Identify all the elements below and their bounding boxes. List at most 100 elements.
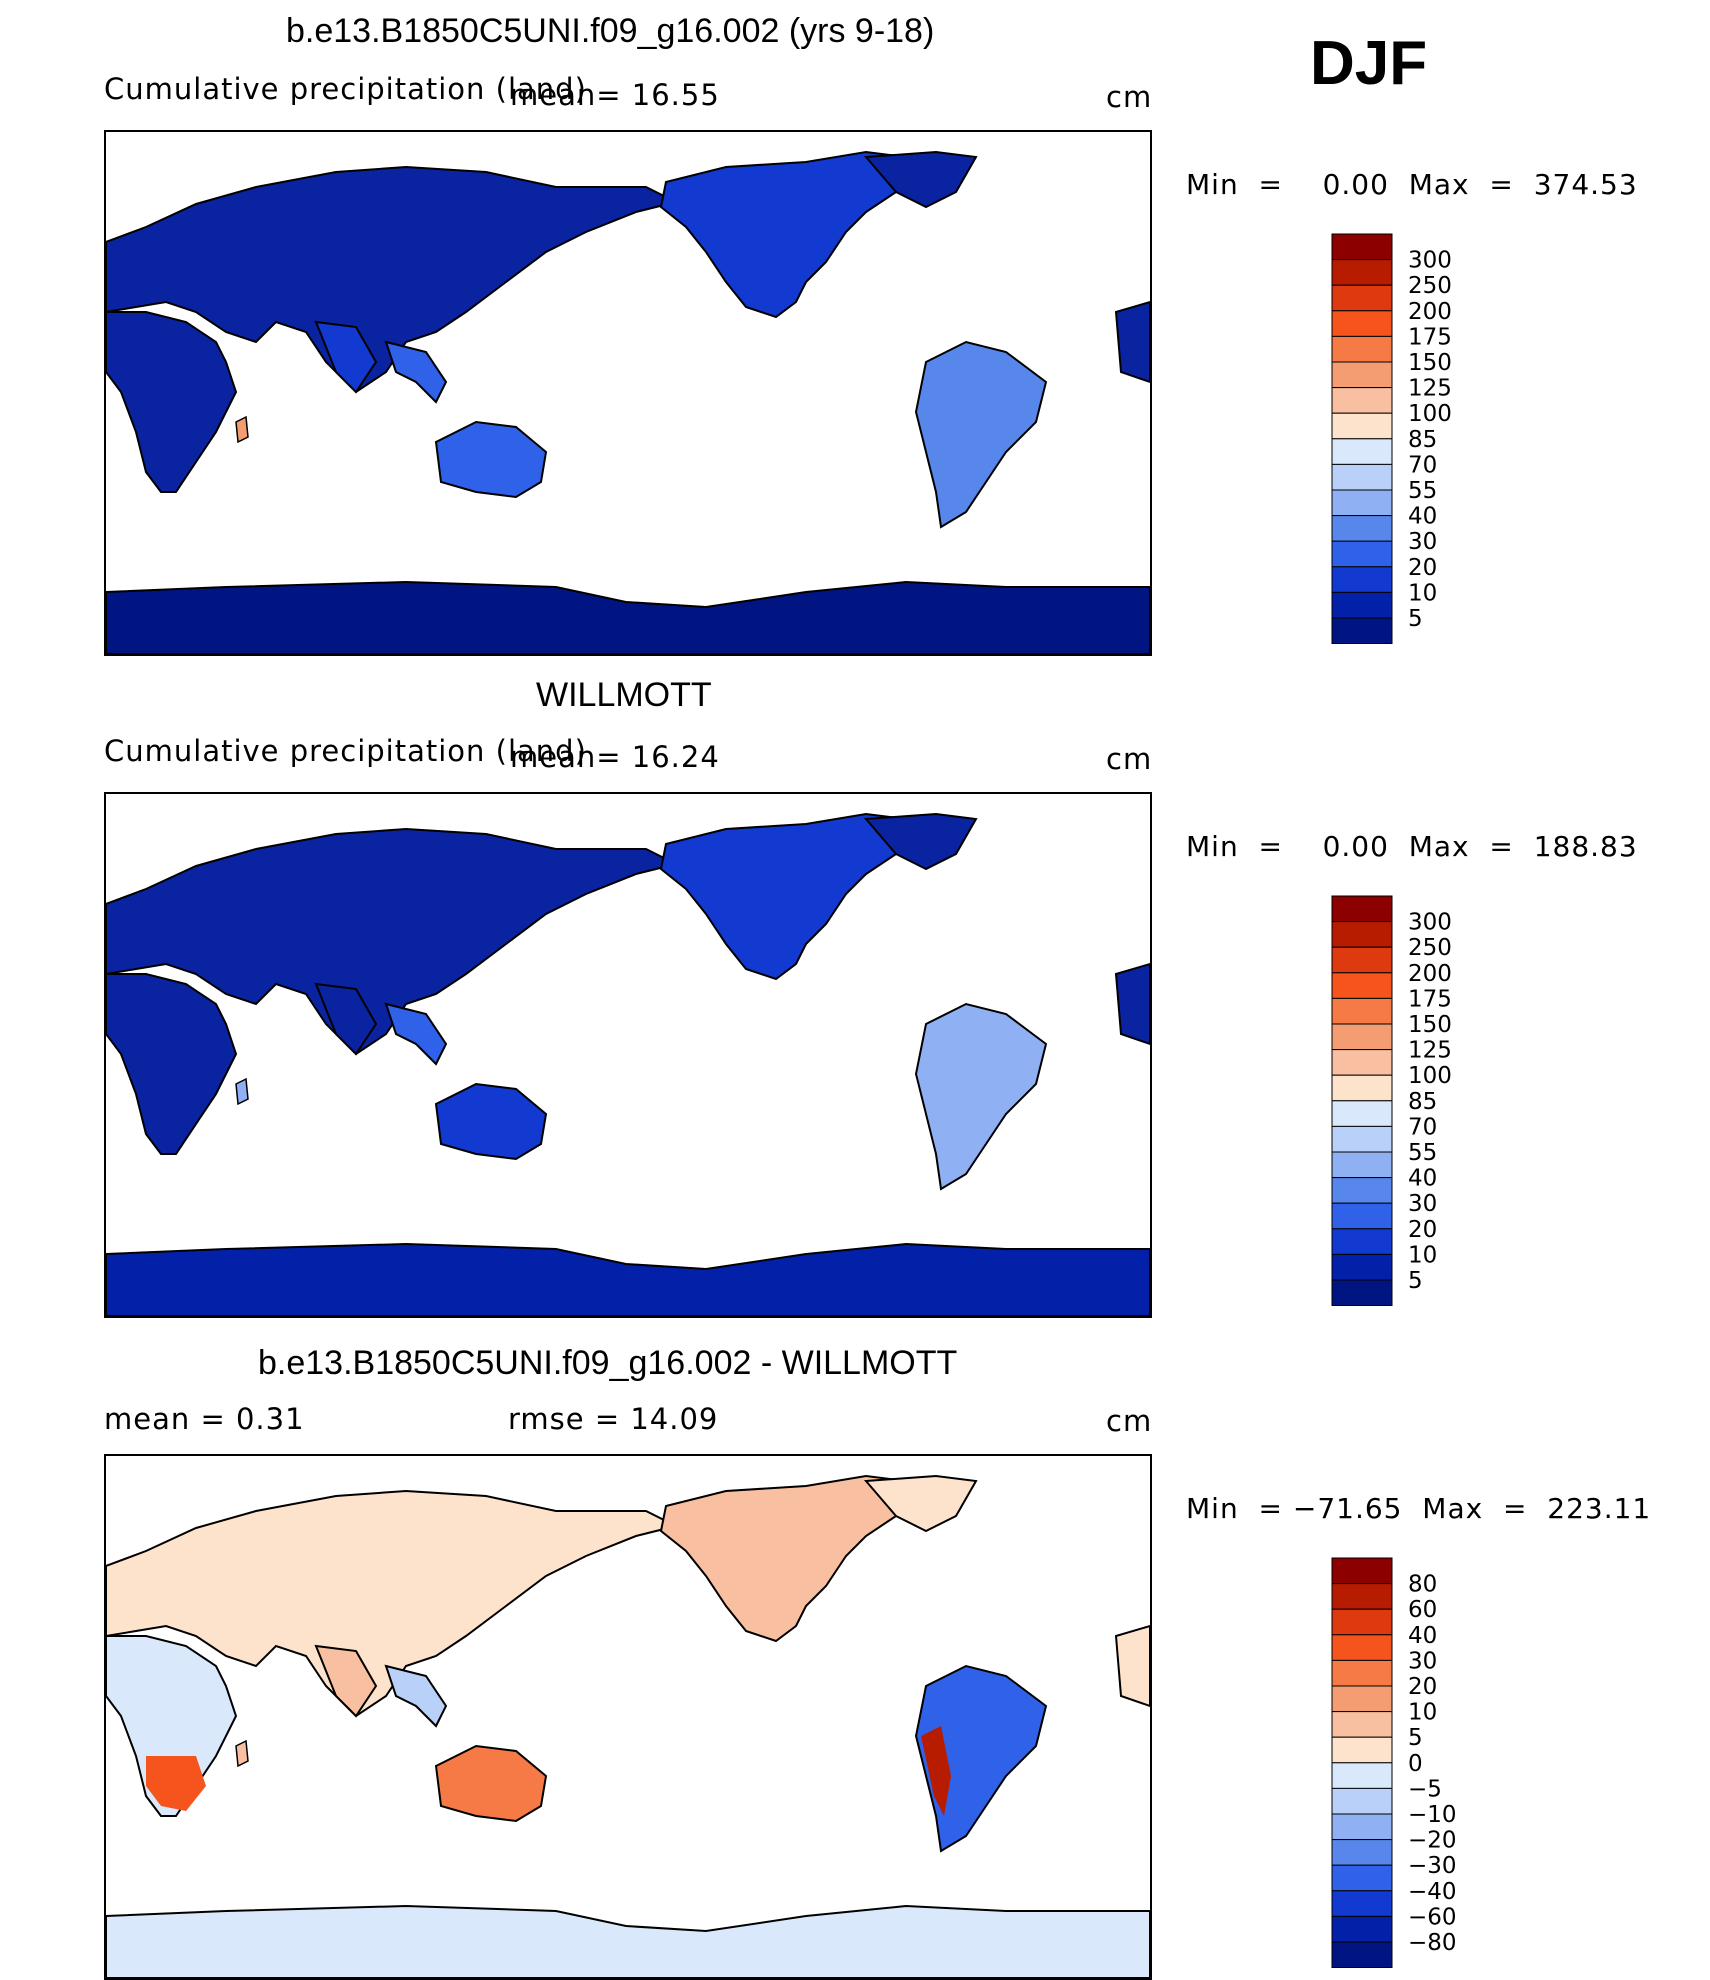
panel-1-colorbar-label: 40 [1408,504,1437,530]
se-asia-landmass [384,1002,448,1066]
panel-2-colorbar-label: 85 [1408,1089,1437,1115]
panel-3-colorbar-swatch [1331,1890,1393,1917]
australia-landmass [434,1082,548,1161]
panel-1-min-value: 0.00 [1322,168,1389,201]
panel-3-colorbar-label: 20 [1408,1674,1437,1700]
panel-1-mean: mean= 16.55 [510,78,720,112]
panel-3-colorbar-swatch [1331,1557,1393,1585]
eurasia-landmass [106,1489,679,1718]
panel-3-min-label: Min = [1186,1492,1283,1525]
antarctica-landmass [106,1242,1150,1316]
panel-2-colorbar-label: 55 [1408,1140,1437,1166]
panel-3-mean: mean = 0.31 [104,1402,305,1436]
panel-2-colorbar-label: 250 [1408,935,1452,961]
greenland-landmass [863,812,978,871]
panel-1-colorbar-swatch [1331,515,1393,542]
panel-2-colorbar-swatch [1331,1228,1393,1255]
panel-3-colorbar-swatch [1331,1787,1393,1815]
panel-1-colorbar-swatch [1331,233,1393,261]
panel-1-max-label: Max = [1408,168,1514,201]
panel-1-colorbar-swatch [1331,591,1393,619]
panel-3-rmse: rmse = 14.09 [508,1402,719,1436]
panel-3-min-max: Min = −71.65 Max = 223.11 [1186,1492,1651,1525]
south-america-landmass [914,1664,1048,1853]
panel-2-min-label: Min = [1186,830,1283,863]
panel-3-colorbar-swatch [1331,1813,1393,1841]
panel-3-colorbar-swatch [1331,1583,1393,1610]
panel-1-colorbar-label: 30 [1408,529,1437,555]
panel-2-max-value: 188.83 [1533,830,1638,863]
panel-1-colorbar-label: 70 [1408,452,1437,478]
panel-2-colorbar-label: 175 [1408,986,1452,1012]
panel-2-mean: mean= 16.24 [510,740,720,774]
panel-2-colorbar-label: 20 [1408,1217,1437,1243]
panel-2-colorbar-label: 5 [1408,1268,1423,1294]
panel-3-colorbar-label: 40 [1408,1623,1437,1649]
panel-2-units: cm [1106,742,1153,776]
panel-1-min-max: Min = 0.00 Max = 374.53 [1186,168,1638,201]
panel-3-colorbar-label: −80 [1408,1930,1457,1956]
panel-1-colorbar-swatch [1331,259,1393,286]
panel-3-min-value: −71.65 [1292,1492,1403,1525]
panel-3-colorbar-swatch [1331,1762,1393,1789]
panel-3-colorbar-label: −10 [1408,1802,1457,1828]
panel-1-variable-label: Cumulative precipitation (land) [104,72,587,106]
panel-2-colorbar-swatch [1331,1202,1393,1230]
panel-2-colorbar-label: 200 [1408,961,1452,987]
panel-3-colorbar-swatch [1331,1685,1393,1713]
panel-3-max-label: Max = [1422,1492,1528,1525]
panel-2-colorbar-swatch [1331,1151,1393,1179]
madagascar-landmass [235,1077,249,1106]
panel-2-max-label: Max = [1408,830,1514,863]
panel-1-colorbar-label: 100 [1408,401,1452,427]
panel-3-units: cm [1106,1404,1153,1438]
madagascar-landmass [235,415,249,444]
panel-2-min-max: Min = 0.00 Max = 188.83 [1186,830,1638,863]
panel-2-land [106,812,1150,1316]
panel-1-colorbar-label: 55 [1408,478,1437,504]
panel-3-max-value: 223.11 [1547,1492,1652,1525]
panel-3-colorbar-swatch [1331,1839,1393,1866]
panel-2-colorbar-swatch [1331,972,1393,999]
panel-2-colorbar-swatch [1331,1049,1393,1076]
panel-2-colorbar-label: 150 [1408,1012,1452,1038]
panel-2-title: WILLMOTT [536,676,712,714]
panel-2-variable-label: Cumulative precipitation (land) [104,734,587,768]
panel-3-colorbar-label: −30 [1408,1853,1457,1879]
panel-2-colorbar-swatch [1331,1074,1393,1102]
north-america-landmass [659,812,928,981]
panel-2-colorbar-swatch [1331,1253,1393,1281]
panel-1-title: b.e13.B1850C5UNI.f09_g16.002 (yrs 9-18) [286,12,935,50]
panel-2-colorbar-swatch [1331,946,1393,974]
west-europe-edge [1114,300,1150,384]
panel-1-colorbar-label: 10 [1408,580,1437,606]
panel-1-colorbar-swatch [1331,361,1393,389]
panel-1-colorbar-swatch [1331,438,1393,465]
eurasia-landmass [106,165,679,394]
se-asia-landmass [384,1664,448,1728]
india-landmass [314,320,378,394]
panel-2-colorbar-swatch [1331,921,1393,948]
panel-1-colorbar-swatch [1331,412,1393,440]
panel-1-colorbar-label: 175 [1408,324,1452,350]
panel-2-colorbar-swatch [1331,1125,1393,1153]
panel-1-colorbar-swatch [1331,540,1393,568]
panel-2-colorbar-label: 300 [1408,910,1452,936]
panel-1-colorbar-swatch [1331,284,1393,312]
north-america-landmass [659,150,928,319]
panel-3-colorbar-label: 60 [1408,1597,1437,1623]
madagascar-landmass [235,1739,249,1768]
panel-3-colorbar-swatch [1331,1736,1393,1764]
panel-3-colorbar-swatch [1331,1634,1393,1661]
panel-1-colorbar-swatch [1331,617,1393,644]
panel-3-colorbar-label: 80 [1408,1572,1437,1598]
panel-2-colorbar-label: 125 [1408,1038,1452,1064]
panel-2-colorbar-swatch [1331,997,1393,1025]
panel-3-colorbar-label: 30 [1408,1648,1437,1674]
panel-3-title: b.e13.B1850C5UNI.f09_g16.002 - WILLMOTT [258,1344,958,1382]
panel-3-colorbar-label: 0 [1408,1751,1423,1777]
panel-3-map [104,1454,1152,1980]
